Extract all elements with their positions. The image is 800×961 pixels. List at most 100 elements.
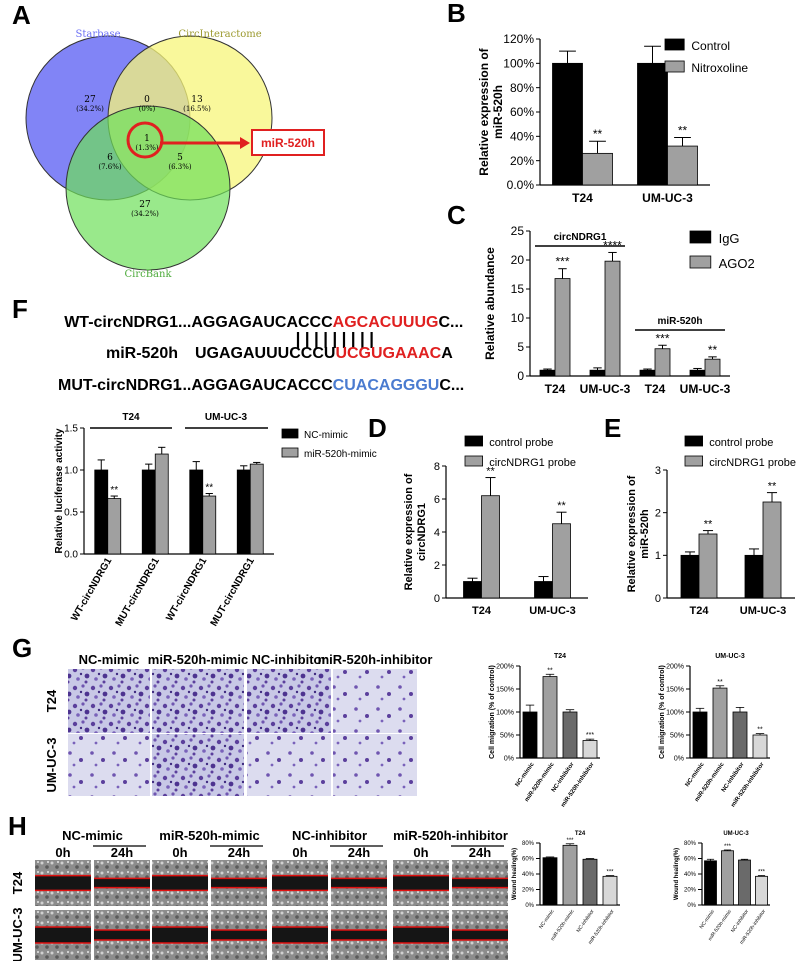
venn-circle-circbank [65, 105, 231, 271]
micrograph-row-label: UM-UC-3 [44, 738, 59, 793]
y-tick-label: 20% [684, 888, 697, 894]
wound-gap [331, 878, 387, 888]
significance-label: *** [655, 331, 669, 345]
bar [738, 859, 751, 906]
x-tick-label: UM-UC-3 [740, 605, 786, 617]
legend-label: NC-mimic [304, 430, 348, 441]
y-tick-label: 40% [510, 130, 534, 144]
x-tick-label: T24 [645, 382, 666, 396]
significance-label: ** [757, 727, 763, 734]
y-tick-label: 20% [510, 154, 534, 168]
y-tick-label: 60% [510, 105, 534, 119]
venn-count: 13 [191, 95, 203, 105]
transwell-micrograph [333, 669, 417, 733]
bar [94, 469, 109, 555]
legend-label: Nitroxoline [691, 61, 748, 75]
bar [554, 278, 571, 377]
venn-count: 27 [139, 200, 151, 210]
wound-gap [272, 875, 328, 891]
y-axis-label: Relative abundance [483, 247, 497, 360]
bar [542, 676, 558, 759]
bar [762, 501, 782, 599]
bar [582, 740, 598, 759]
chart-title: UM-UC-3 [723, 831, 749, 837]
x-tick-label: NC-mimic [685, 761, 706, 788]
bar [542, 857, 558, 906]
micrograph-row-label: T24 [44, 689, 59, 712]
transwell-micrograph [152, 669, 244, 733]
bar [732, 711, 748, 759]
y-tick-label: 80% [510, 81, 534, 95]
significance-label: ** [557, 500, 566, 512]
significance-label: *** [606, 870, 614, 876]
y-axis-label: Relative expression of [403, 473, 415, 590]
bar [712, 687, 728, 759]
venn-percent: (0%) [139, 105, 156, 113]
y-axis-label: circNDRG1 [416, 503, 428, 561]
x-tick-label: NC-mimic [515, 761, 536, 788]
significance-label: ** [110, 485, 118, 496]
bar [534, 581, 553, 599]
y-axis-label: Cell migration (% of control) [659, 665, 666, 759]
group-label: T24 [122, 412, 140, 423]
legend-swatch [664, 60, 685, 73]
legend-label: Control [691, 39, 730, 53]
wound-gap [272, 927, 328, 943]
significance-label: ** [768, 481, 777, 493]
mut-site: CUACAGGGU [332, 377, 440, 394]
transwell-micrograph [247, 669, 331, 733]
y-tick-label: 150% [666, 686, 684, 693]
wound-column-label: NC-mimic [62, 828, 123, 843]
bar [562, 844, 578, 906]
significance-label: ** [547, 667, 553, 674]
panel-letter: E [604, 413, 621, 443]
group-label: miR-520h [657, 316, 702, 327]
y-tick-label: 20% [522, 888, 535, 894]
callout-label: miR-520h [261, 136, 315, 150]
x-tick-label: UM-UC-3 [529, 605, 575, 617]
legend-swatch [689, 255, 712, 269]
venn-set-label: Starbase [75, 29, 120, 40]
wound-row-label: UM-UC-3 [10, 908, 25, 961]
panel-letter: F [12, 294, 28, 324]
y-tick-label: 1.5 [64, 424, 78, 435]
bar [236, 469, 251, 555]
bar [552, 62, 583, 186]
bar [582, 152, 613, 186]
legend-label: circNDRG1 probe [709, 457, 796, 469]
significance-label: ** [678, 124, 688, 138]
y-tick-label: 0 [655, 593, 661, 605]
wound-gap [152, 927, 208, 943]
wound-gap [35, 927, 91, 943]
bar [249, 463, 264, 555]
wound-column-label: miR-520h-mimic [159, 828, 259, 843]
bar [755, 875, 768, 906]
bar [639, 369, 656, 377]
y-tick-label: 0 [517, 369, 524, 383]
bar [589, 369, 606, 377]
y-tick-label: 40% [522, 872, 535, 878]
time-label: 24h [228, 845, 250, 860]
legend-swatch [464, 455, 484, 467]
y-tick-label: 200% [496, 663, 514, 670]
bar [582, 858, 598, 906]
bar [189, 469, 204, 555]
y-tick-label: 4 [434, 527, 440, 539]
wound-gap [152, 875, 208, 891]
y-tick-label: 2 [434, 560, 440, 572]
y-tick-label: 1 [655, 550, 661, 562]
y-tick-label: 60% [684, 857, 697, 863]
time-label: 0h [172, 845, 187, 860]
y-tick-label: 3 [655, 465, 661, 477]
wound-gap [452, 930, 508, 940]
x-tick-label: WT-circNDRG1 [164, 556, 209, 623]
x-tick-label: UM-UC-3 [680, 382, 731, 396]
bar [637, 62, 668, 186]
wound-column-label: NC-inhibitor [292, 828, 367, 843]
wound-gap [211, 930, 267, 940]
y-axis-label: miR-520h [491, 85, 505, 139]
y-tick-label: 200% [666, 663, 684, 670]
legend-swatch [664, 38, 685, 51]
y-axis-label: Cell migration (% of control) [489, 665, 496, 759]
